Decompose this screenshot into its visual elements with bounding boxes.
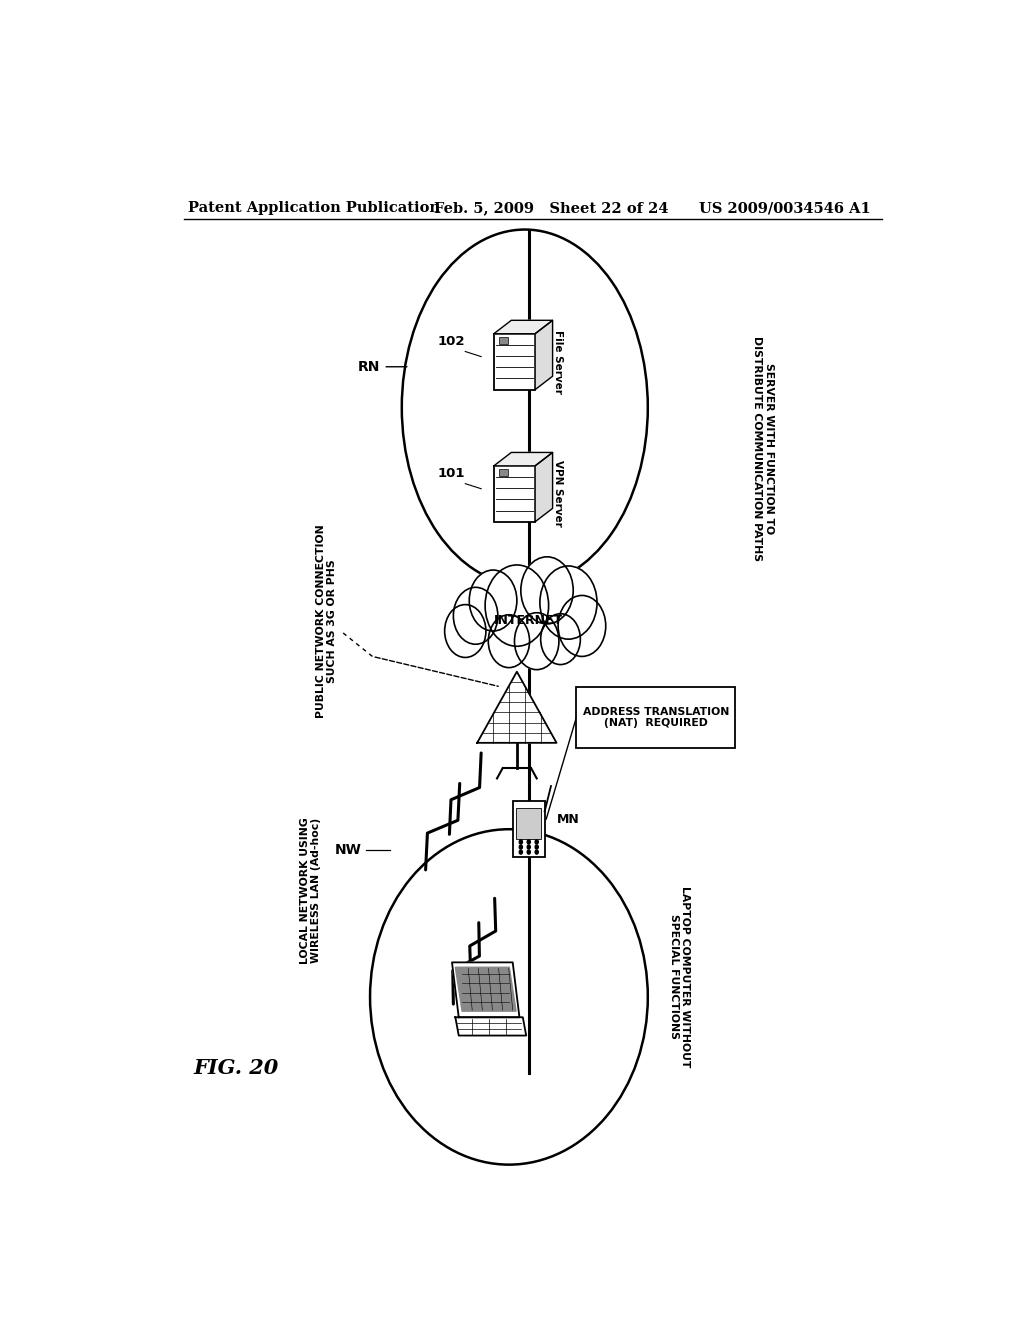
Text: VPN Server: VPN Server — [553, 461, 562, 527]
Circle shape — [519, 850, 522, 854]
Circle shape — [514, 612, 559, 669]
Polygon shape — [456, 968, 516, 1011]
Polygon shape — [536, 453, 553, 521]
Polygon shape — [452, 962, 519, 1018]
Circle shape — [536, 845, 539, 849]
Text: Feb. 5, 2009   Sheet 22 of 24: Feb. 5, 2009 Sheet 22 of 24 — [433, 201, 668, 215]
Text: LAPTOP COMPUTER WITHOUT
SPECIAL FUNCTIONS: LAPTOP COMPUTER WITHOUT SPECIAL FUNCTION… — [669, 886, 690, 1068]
Circle shape — [527, 850, 530, 854]
Polygon shape — [536, 321, 553, 389]
Text: File Server: File Server — [553, 330, 562, 393]
Circle shape — [541, 614, 581, 664]
Circle shape — [527, 840, 530, 843]
Circle shape — [558, 595, 606, 656]
Polygon shape — [494, 453, 553, 466]
Circle shape — [521, 557, 573, 624]
Circle shape — [527, 845, 530, 849]
Bar — [577, 686, 735, 748]
Circle shape — [444, 605, 486, 657]
Text: FIG. 20: FIG. 20 — [194, 1059, 279, 1078]
Text: Patent Application Publication: Patent Application Publication — [187, 201, 439, 215]
Bar — [513, 801, 545, 857]
Text: 101: 101 — [438, 467, 465, 480]
Polygon shape — [456, 1018, 526, 1036]
Text: US 2009/0034546 A1: US 2009/0034546 A1 — [699, 201, 871, 215]
Text: SERVER WITH FUNCTION TO
DISTRIBUTE COMMUNICATION PATHS: SERVER WITH FUNCTION TO DISTRIBUTE COMMU… — [752, 335, 774, 561]
Text: 102: 102 — [438, 335, 465, 348]
Circle shape — [519, 840, 522, 843]
Polygon shape — [477, 672, 557, 743]
Text: INTERNET: INTERNET — [495, 614, 563, 627]
Bar — [494, 466, 536, 521]
Circle shape — [469, 570, 517, 631]
Circle shape — [536, 840, 539, 843]
Circle shape — [519, 845, 522, 849]
Text: LOCAL NETWORK USING
WIRELESS LAN (Ad-hoc): LOCAL NETWORK USING WIRELESS LAN (Ad-hoc… — [300, 817, 322, 964]
Bar — [516, 808, 542, 840]
Polygon shape — [494, 321, 553, 334]
Text: NW: NW — [335, 842, 362, 857]
Circle shape — [485, 565, 549, 647]
Circle shape — [540, 566, 597, 639]
Circle shape — [454, 587, 498, 644]
Circle shape — [488, 615, 529, 668]
Bar — [499, 469, 508, 477]
Bar — [499, 337, 508, 345]
Text: RN: RN — [358, 360, 407, 374]
Circle shape — [536, 850, 539, 854]
Text: MN: MN — [557, 813, 580, 825]
Text: PUBLIC NETWORK CONNECTION
SUCH AS 3G OR PHS: PUBLIC NETWORK CONNECTION SUCH AS 3G OR … — [315, 524, 337, 718]
Bar — [494, 334, 536, 389]
Text: ADDRESS TRANSLATION
(NAT)  REQUIRED: ADDRESS TRANSLATION (NAT) REQUIRED — [583, 706, 729, 729]
